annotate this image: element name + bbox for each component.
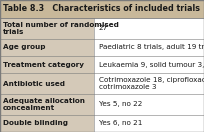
Bar bbox=[94, 73, 204, 94]
Text: Yes 6, no 21: Yes 6, no 21 bbox=[99, 120, 142, 126]
Bar bbox=[0, 115, 94, 132]
Text: Antibiotic used: Antibiotic used bbox=[3, 81, 65, 87]
Bar bbox=[0, 56, 94, 73]
Text: Adequate allocation
concealment: Adequate allocation concealment bbox=[3, 98, 85, 111]
Bar bbox=[94, 115, 204, 132]
Bar bbox=[94, 94, 204, 115]
Bar bbox=[0, 0, 204, 18]
Text: Age group: Age group bbox=[3, 44, 45, 50]
Bar bbox=[0, 73, 94, 94]
Text: Double blinding: Double blinding bbox=[3, 120, 68, 126]
Bar bbox=[94, 56, 204, 73]
Text: Cotrimoxazole 18, ciprofloxacin (or c…
cotrimoxazole 3: Cotrimoxazole 18, ciprofloxacin (or c… c… bbox=[99, 77, 204, 90]
Bar bbox=[0, 94, 94, 115]
Bar bbox=[0, 39, 94, 56]
Text: 27: 27 bbox=[99, 25, 108, 31]
Bar bbox=[94, 39, 204, 56]
Text: Total number of randomised
trials: Total number of randomised trials bbox=[3, 22, 119, 35]
Text: Table 8.3   Characteristics of included trials: Table 8.3 Characteristics of included tr… bbox=[3, 4, 200, 13]
Bar bbox=[0, 18, 94, 39]
Text: Yes 5, no 22: Yes 5, no 22 bbox=[99, 101, 142, 107]
Text: Treatment category: Treatment category bbox=[3, 62, 84, 67]
Text: Leukaemia 9, solid tumour 3, non-H…: Leukaemia 9, solid tumour 3, non-H… bbox=[99, 62, 204, 67]
Text: Paediatric 8 trials, adult 19 trials: Paediatric 8 trials, adult 19 trials bbox=[99, 44, 204, 50]
Bar bbox=[94, 18, 204, 39]
